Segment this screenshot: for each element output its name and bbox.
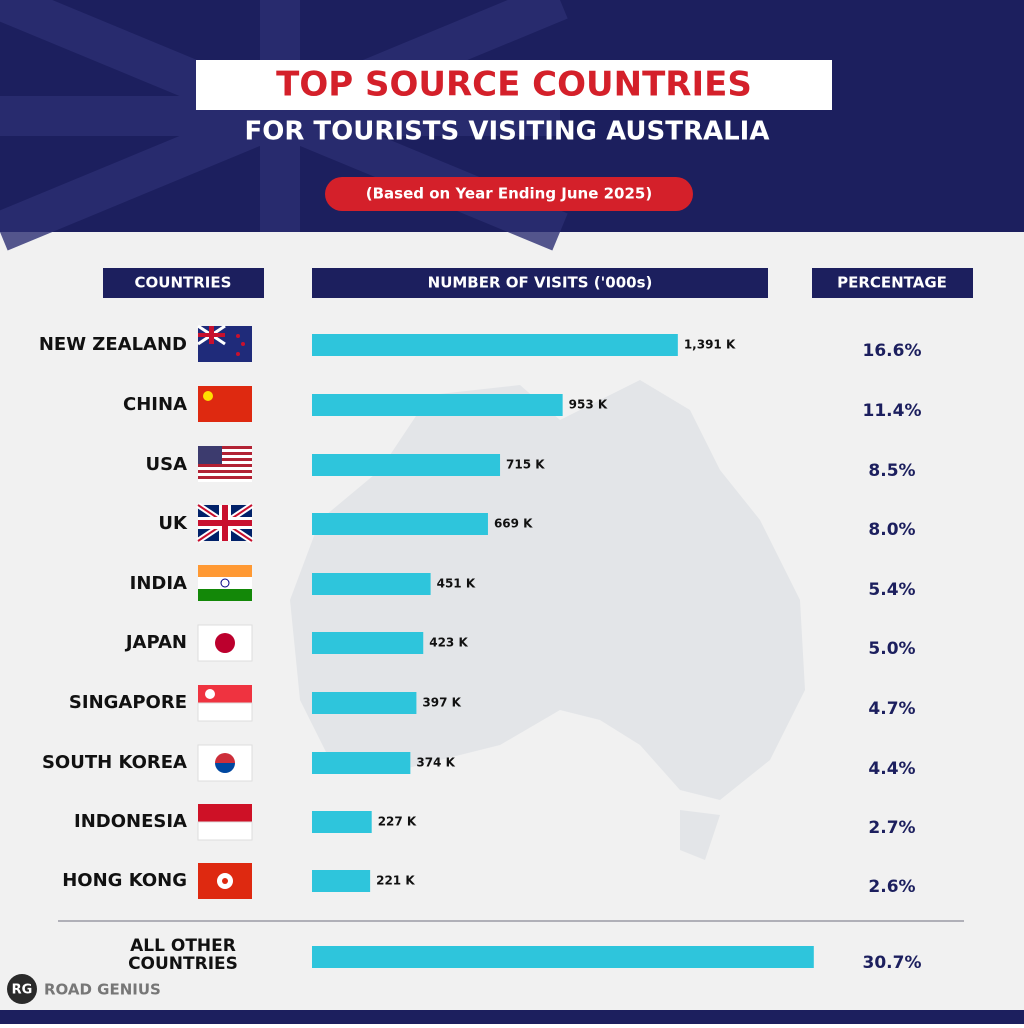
value-label: 715 K: [506, 458, 545, 472]
chart-title: TOP SOURCE COUNTRIES: [276, 65, 752, 105]
column-header: PERCENTAGE: [837, 274, 947, 292]
australia-map: [290, 380, 805, 860]
category-label-box: ALL OTHER COUNTRIES: [128, 937, 238, 974]
value-label: 669 K: [494, 517, 533, 531]
bar: [312, 692, 417, 714]
logo-badge: [7, 974, 37, 1004]
category-label: ALL OTHER COUNTRIES: [128, 937, 238, 974]
percentage-label: 11.4%: [863, 401, 922, 421]
percentage-label: 4.7%: [868, 699, 915, 719]
percentage-label: 4.4%: [868, 759, 915, 779]
bar: [312, 513, 488, 535]
category-label: SOUTH KOREA: [42, 752, 187, 773]
category-label: INDIA: [130, 573, 187, 594]
bar: [312, 632, 424, 654]
header-box: [103, 268, 264, 298]
bar: [312, 870, 371, 892]
column-header: NUMBER OF VISITS ('000s): [428, 274, 653, 292]
logo: RG: [12, 983, 33, 998]
percentage-label: 8.0%: [868, 520, 915, 540]
title-box: [196, 60, 832, 110]
value-label: 451 K: [437, 577, 476, 591]
note: (Based on Year Ending June 2025): [366, 185, 652, 203]
category-label: JAPAN: [124, 632, 187, 653]
category-label: INDONESIA: [74, 811, 187, 832]
bar: [312, 946, 814, 968]
bar: [312, 811, 372, 833]
percentage-label: 16.6%: [863, 341, 922, 361]
percentage-label: 5.4%: [868, 580, 915, 600]
percentage-label: 5.0%: [868, 639, 915, 659]
note-pill: [325, 177, 693, 211]
bar: [312, 334, 678, 356]
value-label: 423 K: [429, 636, 468, 650]
value-label: 227 K: [378, 815, 417, 829]
value-label: 374 K: [416, 756, 455, 770]
bar: [312, 394, 563, 416]
category-label: HONG KONG: [62, 870, 187, 891]
bar: [312, 454, 501, 476]
percentage-label: 8.5%: [868, 461, 915, 481]
category-label: SINGAPORE: [69, 692, 187, 713]
chart-subtitle: FOR TOURISTS VISITING AUSTRALIA: [245, 117, 770, 147]
header-box: [812, 268, 973, 298]
percentage-label: 30.7%: [863, 953, 922, 973]
percentage-label: 2.7%: [868, 818, 915, 838]
flags: [196, 324, 254, 899]
footer-band: [0, 1010, 1024, 1024]
category-label: CHINA: [123, 394, 187, 415]
bar: [312, 752, 411, 774]
category-label: USA: [145, 454, 187, 475]
category-label: UK: [158, 513, 188, 534]
value-label: 1,391 K: [684, 338, 736, 352]
column-header: COUNTRIES: [135, 274, 232, 292]
brand-name: ROAD GENIUS: [44, 981, 161, 999]
category-label: NEW ZEALAND: [39, 334, 187, 355]
value-label: 221 K: [376, 874, 415, 888]
percentage-label: 2.6%: [868, 877, 915, 897]
value-label: 397 K: [422, 696, 461, 710]
header-box: [312, 268, 768, 298]
bar: [312, 573, 431, 595]
value-label: 953 K: [569, 398, 608, 412]
